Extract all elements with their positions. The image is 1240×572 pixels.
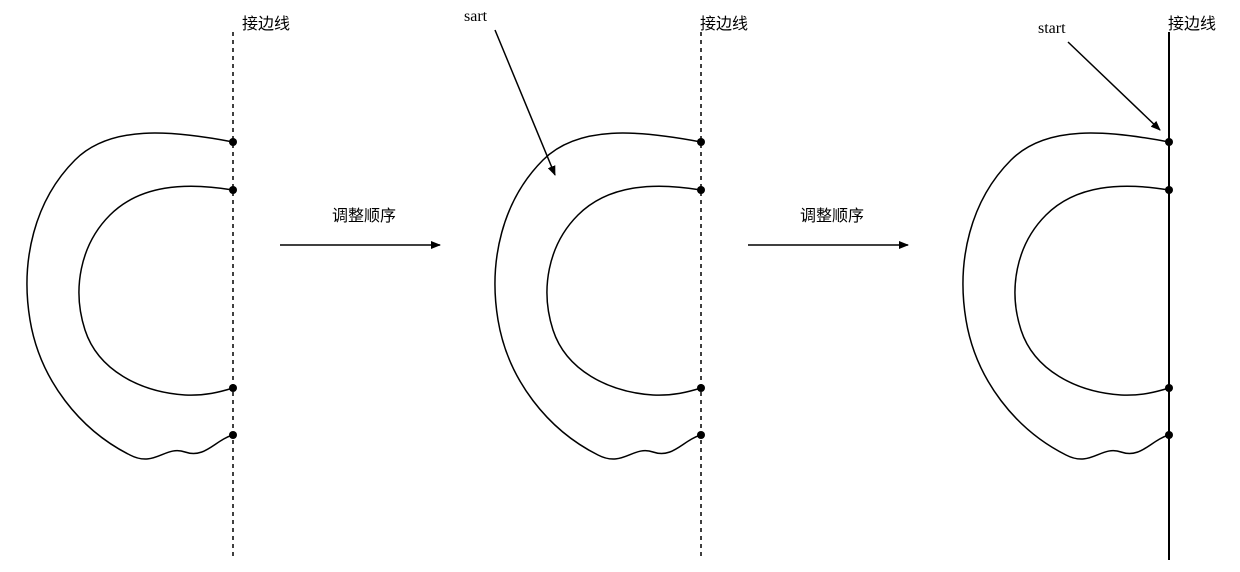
edge-line-label-1: 接边线 — [242, 10, 290, 34]
endpoint-dot — [697, 431, 705, 439]
start-label-mid: sart — [464, 8, 487, 26]
start-label-right: start — [1038, 20, 1066, 38]
inner-curve — [79, 186, 233, 395]
outer-curve — [495, 133, 701, 459]
endpoint-dot — [1165, 384, 1173, 392]
endpoint-dot — [697, 138, 705, 146]
adjust-order-label-2: 调整顺序 — [800, 202, 864, 226]
adjust-order-label-1: 调整顺序 — [332, 202, 396, 226]
endpoint-dot — [229, 186, 237, 194]
diagram-canvas — [0, 0, 1240, 572]
outer-curve — [963, 133, 1169, 459]
endpoint-dot — [229, 431, 237, 439]
outer-curve — [27, 133, 233, 459]
start-pointer-arrow — [495, 30, 555, 175]
start-pointer-arrow — [1068, 42, 1160, 130]
inner-curve — [1015, 186, 1169, 395]
endpoint-dot — [229, 138, 237, 146]
endpoint-dot — [229, 384, 237, 392]
endpoint-dot — [1165, 138, 1173, 146]
endpoint-dot — [1165, 186, 1173, 194]
edge-line-label-3: 接边线 — [1168, 10, 1216, 34]
edge-line-label-2: 接边线 — [700, 10, 748, 34]
endpoint-dot — [1165, 431, 1173, 439]
inner-curve — [547, 186, 701, 395]
endpoint-dot — [697, 186, 705, 194]
endpoint-dot — [697, 384, 705, 392]
